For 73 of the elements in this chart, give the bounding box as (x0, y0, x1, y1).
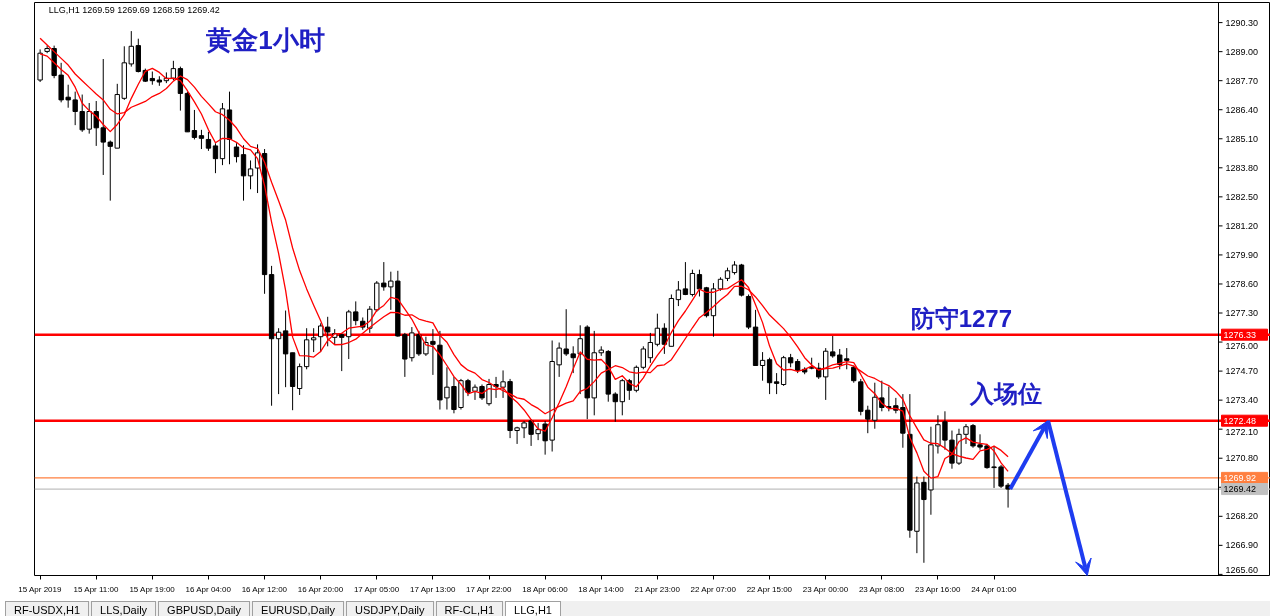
x-tick-label: 23 Apr 16:00 (915, 584, 961, 594)
text: 黄金1小时 (205, 25, 325, 56)
y-tick-label: 1287.70 (1225, 75, 1259, 86)
x-tick-label: 16 Apr 04:00 (185, 584, 232, 594)
y-tick-label: 1265.60 (1225, 564, 1259, 575)
text: LLS,Daily (91, 601, 157, 616)
y-tick-label: 1289.00 (1225, 46, 1259, 57)
y-tick-label: 1277.30 (1225, 308, 1259, 319)
y-tick-label: 1274.70 (1225, 366, 1259, 377)
text: RF-CL,H1 (435, 601, 504, 616)
candlestick (212, 142, 219, 174)
x-tick-label: 16 Apr 20:00 (297, 584, 344, 594)
y-tick-label: 1279.90 (1225, 249, 1259, 260)
text: EURUSD,Daily (252, 601, 345, 616)
x-tick-label: 15 Apr 2019 (18, 584, 63, 594)
ref-line-label: 1269.92 (1223, 472, 1257, 483)
candlestick (275, 327, 282, 395)
y-tick-label: 1266.90 (1225, 540, 1259, 551)
candlestick (282, 310, 289, 388)
text: RF-USDX,H1 (5, 601, 90, 616)
candlestick (689, 269, 696, 297)
y-tick-label: 1282.50 (1225, 191, 1259, 202)
x-tick-label: 18 Apr 06:00 (522, 584, 569, 594)
ref-line-label: 1272.48 (1223, 415, 1257, 426)
candlestick (654, 313, 661, 347)
candlestick (247, 159, 254, 190)
x-tick-label: 21 Apr 23:00 (634, 584, 681, 594)
x-tick-label: 24 Apr 01:00 (971, 584, 1018, 594)
x-tick-label: 15 Apr 19:00 (129, 584, 176, 594)
candlestick (198, 129, 205, 150)
chart-subtitle: LLG,H1 1269.59 1269.69 1268.59 1269.42 (48, 4, 220, 15)
y-tick-label: 1285.10 (1225, 133, 1259, 144)
candlestick (640, 345, 647, 370)
x-tick-label: 23 Apr 08:00 (858, 584, 905, 594)
y-tick-label: 1273.40 (1225, 395, 1259, 406)
y-tick-label: 1278.60 (1225, 278, 1259, 289)
ref-line-label: 1276.33 (1223, 329, 1257, 340)
x-tick-label: 22 Apr 07:00 (690, 584, 737, 594)
x-tick-label: 22 Apr 15:00 (746, 584, 793, 594)
y-tick-label: 1290.30 (1225, 17, 1259, 28)
y-tick-label: 1281.20 (1225, 220, 1259, 231)
text: USDJPY,Daily (346, 601, 434, 616)
candlestick (759, 351, 766, 382)
x-tick-label: 23 Apr 00:00 (802, 584, 849, 594)
x-tick-label: 18 Apr 14:00 (578, 584, 625, 594)
text: GBPUSD,Daily (158, 601, 251, 616)
y-tick-label: 1283.80 (1225, 162, 1259, 173)
x-tick-label: 16 Apr 12:00 (241, 584, 288, 594)
candlestick (773, 372, 780, 395)
y-tick-label: 1286.40 (1225, 104, 1259, 115)
candlestick (233, 142, 240, 163)
candlestick (647, 332, 654, 364)
annotation: 防守1277 (910, 305, 1013, 333)
candlestick (296, 363, 303, 396)
candlestick (191, 109, 198, 140)
annotation: 入场位 (968, 380, 1042, 408)
ref-line-label: 1269.42 (1223, 484, 1257, 495)
candlestick (682, 261, 689, 296)
candlestick (696, 269, 703, 297)
y-tick-label: 1272.10 (1225, 426, 1259, 437)
y-tick-label: 1270.80 (1225, 453, 1259, 464)
y-tick-label: 1276.00 (1225, 340, 1259, 351)
x-tick-label: 17 Apr 22:00 (466, 584, 513, 594)
candlestick (240, 144, 247, 202)
candlestick (675, 280, 682, 307)
x-tick-label: 17 Apr 05:00 (353, 584, 400, 594)
x-tick-label: 17 Apr 13:00 (410, 584, 456, 594)
candlestick (205, 131, 212, 152)
candlestick (310, 327, 317, 353)
y-tick-label: 1268.20 (1225, 511, 1259, 522)
x-tick-label: 15 Apr 11:00 (73, 584, 119, 594)
candlestick (766, 357, 773, 395)
text: LLG,H1 (505, 601, 561, 616)
